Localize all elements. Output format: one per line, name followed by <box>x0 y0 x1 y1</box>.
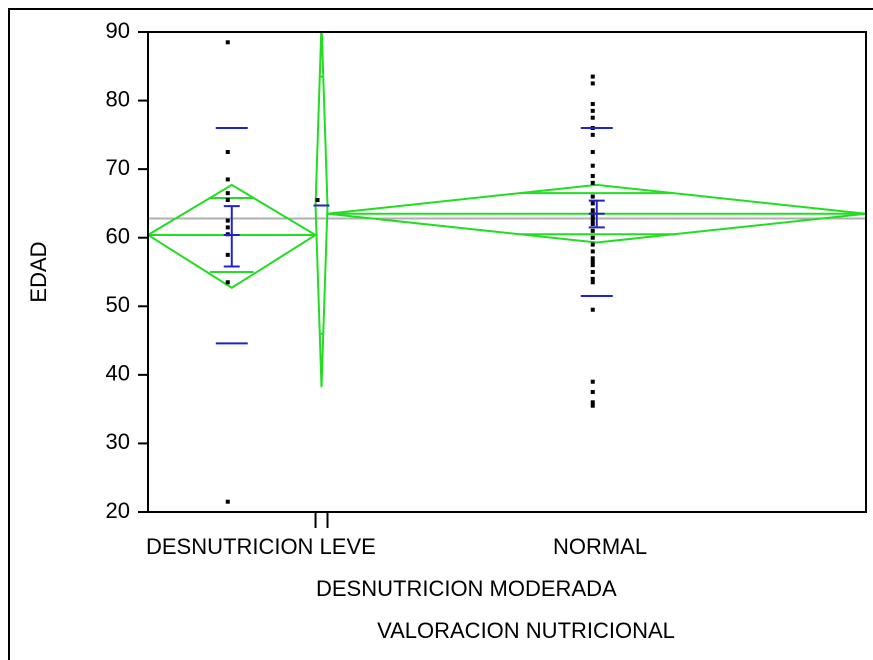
data-point <box>225 218 230 223</box>
data-point <box>590 242 595 247</box>
data-point <box>590 180 595 185</box>
data-point <box>590 218 595 223</box>
x-tick-label: DESNUTRICION LEVE <box>146 534 376 559</box>
y-tick-label: 20 <box>106 498 130 523</box>
data-point <box>590 194 595 199</box>
data-point <box>225 499 230 504</box>
data-point <box>590 108 595 113</box>
data-point <box>315 198 320 202</box>
data-point <box>590 174 595 178</box>
data-point <box>590 390 595 394</box>
data-point <box>590 74 595 79</box>
data-point <box>590 259 595 264</box>
means-diamond <box>327 183 866 244</box>
y-tick-label: 50 <box>106 292 130 317</box>
x-tick-label: NORMAL <box>553 534 647 559</box>
data-point <box>590 280 595 285</box>
data-point <box>590 81 595 86</box>
data-point <box>590 115 595 120</box>
data-point <box>225 252 230 257</box>
y-tick-label: 70 <box>106 155 130 180</box>
data-point <box>590 222 595 226</box>
data-point <box>590 228 595 233</box>
x-tick-label: DESNUTRICION MODERADA <box>316 576 617 601</box>
data-point <box>590 270 595 274</box>
data-point <box>590 256 595 261</box>
data-point <box>225 280 230 285</box>
data-point <box>590 150 595 154</box>
data-point <box>590 379 595 384</box>
data-point <box>225 198 230 202</box>
data-point <box>590 215 595 220</box>
data-point <box>225 177 230 182</box>
data-point <box>225 191 230 196</box>
data-point <box>225 225 230 230</box>
data-point <box>590 163 595 168</box>
y-tick-label: 30 <box>106 429 130 454</box>
data-point <box>590 403 595 408</box>
data-point <box>590 102 595 106</box>
y-tick-label: 40 <box>106 361 130 386</box>
data-point <box>590 307 595 312</box>
plot-frame <box>147 31 867 513</box>
outer-frame <box>8 8 873 660</box>
data-point <box>225 40 230 45</box>
data-point <box>590 201 595 206</box>
y-tick-label: 90 <box>106 18 130 43</box>
plot-area <box>148 32 866 504</box>
data-point <box>590 249 595 254</box>
x-axis-label: VALORACION NUTRICIONAL <box>377 618 675 643</box>
data-point <box>590 208 595 213</box>
data-point <box>590 263 595 268</box>
y-tick-label: 80 <box>106 86 130 111</box>
y-tick-label: 60 <box>106 224 130 249</box>
data-point <box>590 132 595 137</box>
data-point <box>590 400 595 405</box>
y-axis-label: EDAD <box>26 241 51 302</box>
data-point <box>590 276 595 281</box>
data-point <box>225 150 230 154</box>
data-point <box>590 235 595 240</box>
